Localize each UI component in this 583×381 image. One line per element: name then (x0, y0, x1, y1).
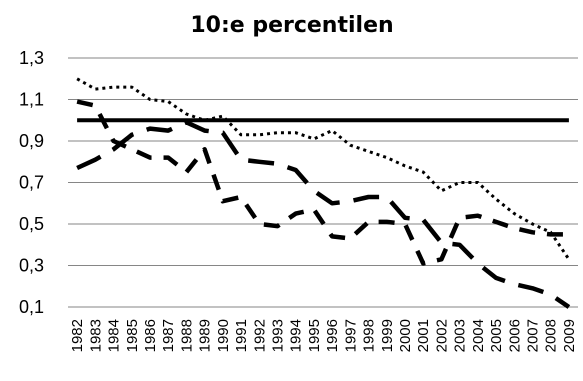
x-tick-label: 2001 (415, 319, 432, 352)
y-tick-label: 0,5 (19, 214, 44, 234)
x-tick-label: 2000 (397, 319, 414, 352)
x-tick-label: 1991 (233, 319, 250, 352)
y-tick-label: 0,7 (19, 173, 44, 193)
x-tick-label: 2009 (561, 319, 578, 352)
x-tick-label: 1983 (87, 319, 104, 352)
x-tick-label: 1993 (269, 319, 286, 352)
y-tick-label: 1,3 (19, 48, 44, 68)
x-tick-label: 1998 (361, 319, 378, 352)
y-tick-label: 0,3 (19, 256, 44, 276)
series-lines (76, 77, 571, 309)
x-tick-label: 1990 (215, 319, 232, 352)
x-tick-label: 1984 (106, 319, 123, 352)
x-tick-label: 1982 (69, 319, 86, 352)
x-tick-label: 1989 (197, 319, 214, 352)
x-tick-label: 1987 (160, 319, 177, 352)
x-tick-label: 1986 (142, 319, 159, 352)
x-tick-label: 2007 (524, 319, 541, 352)
x-tick-label: 1996 (324, 319, 341, 352)
chart-title: 10:e percentilen (190, 13, 393, 38)
x-tick-label: 2004 (470, 319, 487, 352)
x-tick-label: 1992 (251, 319, 268, 352)
x-tick-label: 1985 (124, 319, 141, 352)
x-tick-label: 1999 (379, 319, 396, 352)
y-axis-ticks: 0,1 0,3 0,5 0,7 0,9 1,1 1,3 (19, 48, 44, 317)
series-line-dotted (76, 77, 571, 261)
y-tick-label: 0,9 (19, 131, 44, 151)
x-tick-label: 2003 (452, 319, 469, 352)
x-tick-label: 1988 (178, 319, 195, 352)
y-tick-label: 1,1 (19, 90, 44, 110)
x-tick-label: 1994 (288, 319, 305, 352)
series-line-long-dash (76, 120, 571, 309)
x-tick-label: 2008 (543, 319, 560, 352)
series-line-medium-dash (76, 99, 569, 266)
x-tick-label: 2002 (433, 319, 450, 352)
x-tick-label: 2005 (488, 319, 505, 352)
x-tick-label: 1995 (306, 319, 323, 352)
x-tick-label: 2006 (506, 319, 523, 352)
x-tick-label: 1997 (342, 319, 359, 352)
x-axis-ticks: 1982 1983 1984 1985 1986 1987 1988 1989 1990 1991… (69, 319, 578, 352)
y-tick-label: 0,1 (19, 297, 44, 317)
